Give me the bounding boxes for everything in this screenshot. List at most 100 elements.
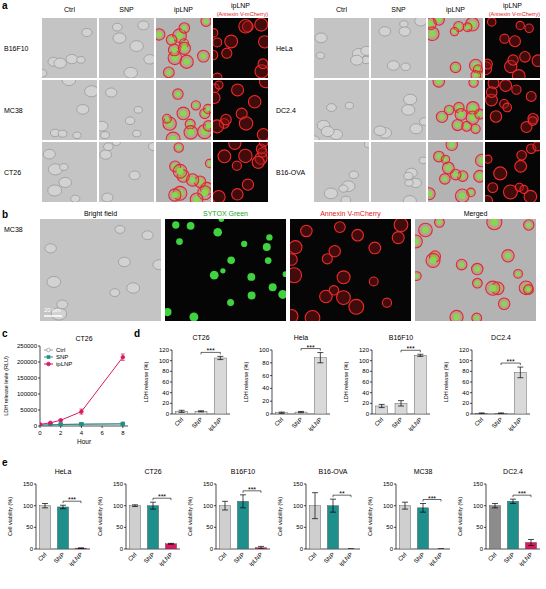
line — [40, 357, 123, 424]
y-tick — [270, 375, 272, 376]
error-bar — [60, 505, 66, 508]
cell — [485, 155, 492, 163]
y-tick — [270, 362, 272, 363]
cell — [257, 129, 268, 140]
cell — [239, 149, 252, 162]
nucleus — [477, 173, 483, 179]
nucleus — [491, 219, 499, 226]
y-tick — [470, 403, 472, 404]
label: 100 — [259, 347, 270, 353]
cell — [485, 59, 492, 69]
cell — [337, 271, 350, 284]
cell — [301, 225, 312, 236]
point — [40, 423, 42, 426]
y-axis — [216, 484, 217, 549]
cell — [440, 174, 451, 185]
cell — [400, 21, 408, 28]
label: 50 — [296, 524, 303, 530]
label: DC2.4 — [276, 107, 296, 114]
cell — [528, 117, 537, 126]
micrograph-ground — [99, 80, 154, 140]
error-bar — [317, 353, 323, 363]
cell — [364, 142, 369, 148]
nucleus — [171, 47, 177, 53]
cell — [474, 170, 483, 182]
cell — [42, 69, 47, 77]
cell — [345, 102, 353, 109]
label: 80 — [162, 368, 169, 374]
cell — [232, 84, 244, 96]
cell — [520, 185, 528, 193]
label: 100000 — [17, 391, 38, 397]
nucleus — [220, 268, 225, 273]
error-bar — [528, 539, 534, 545]
cell — [148, 142, 154, 150]
label: 150000 — [17, 375, 38, 381]
micrograph-ground — [42, 142, 97, 202]
micrograph-ground — [213, 18, 268, 78]
nucleus — [453, 314, 460, 321]
label: CT26 — [4, 169, 21, 176]
cell — [517, 150, 527, 160]
nucleus — [429, 30, 436, 37]
nucleus — [471, 80, 476, 85]
label: MC38 — [4, 107, 23, 114]
cell — [118, 257, 130, 266]
cell — [471, 71, 481, 78]
cell — [475, 154, 483, 166]
micrograph — [428, 80, 483, 140]
label: ipLNP — [248, 551, 264, 567]
cell — [58, 130, 67, 137]
label: SNP — [119, 6, 134, 13]
label: d — [134, 328, 140, 339]
cell — [324, 188, 337, 199]
nucleus — [443, 157, 447, 161]
label: 80 — [262, 360, 269, 366]
error-bar — [132, 505, 138, 507]
label: 0 — [38, 430, 42, 436]
label: MC38 — [4, 226, 23, 233]
cell — [225, 35, 238, 48]
label: 0 — [120, 546, 124, 552]
cell — [379, 27, 391, 36]
label: *** — [158, 493, 166, 500]
nucleus — [464, 124, 469, 129]
y-tick — [270, 350, 272, 351]
cell — [456, 259, 467, 270]
bar — [39, 506, 50, 549]
bars — [376, 354, 427, 414]
micrograph — [99, 142, 154, 202]
nucleus — [266, 234, 272, 240]
cell — [472, 313, 482, 321]
nucleus — [206, 107, 211, 112]
label: 8 — [121, 430, 125, 436]
label: ipLNP — [68, 551, 84, 567]
label: *** — [68, 496, 76, 503]
y-tick — [34, 484, 36, 485]
cell — [125, 117, 135, 125]
cell — [173, 164, 187, 178]
point — [59, 423, 63, 426]
bar — [237, 501, 248, 549]
error-bar — [498, 413, 504, 414]
micrograph — [371, 142, 426, 202]
label: ipLNP — [428, 551, 444, 567]
nucleus — [156, 32, 162, 38]
y-tick — [34, 505, 36, 506]
nucleus — [489, 285, 496, 292]
cell — [314, 136, 319, 140]
label: B16-OVA — [318, 468, 347, 475]
error-bar — [258, 546, 264, 549]
nucleus — [187, 129, 194, 136]
cell — [433, 80, 444, 87]
bar — [276, 413, 288, 414]
label: Ctrl — [56, 347, 65, 353]
label: 50000 — [20, 407, 37, 413]
micrograph-ground — [99, 142, 154, 202]
micrograph — [42, 142, 97, 202]
y-tick — [394, 527, 396, 528]
label: MC38 — [414, 468, 433, 475]
cell — [163, 114, 172, 123]
y-tick — [38, 346, 40, 347]
y-tick — [484, 484, 486, 485]
